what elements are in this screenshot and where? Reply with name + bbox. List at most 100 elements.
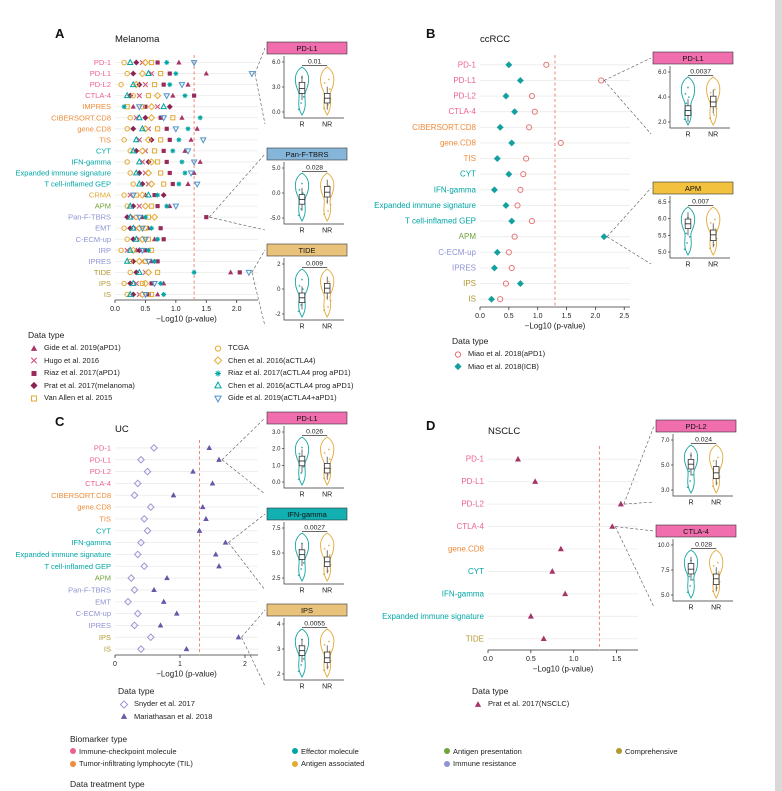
data-type-legend-a: Data type Gide et al. 2019(aPD1) Hugo et …	[28, 330, 354, 404]
inset-CTLA-4: CTLA-4 10.0 7.5 5.0 R NR 0.028	[655, 524, 737, 612]
svg-text:Expanded immune signature: Expanded immune signature	[16, 168, 111, 177]
svg-text:CTLA-4: CTLA-4	[448, 107, 476, 116]
inset-header	[655, 419, 737, 433]
svg-text:0.5: 0.5	[526, 656, 536, 663]
biomarker-type-dot-icon	[70, 760, 76, 767]
svg-text:TIS: TIS	[464, 154, 476, 163]
biomarker-type-entry: Effector molecule	[292, 747, 444, 756]
svg-text:PD-L2: PD-L2	[90, 80, 111, 89]
legend-entry-label: Hugo et al. 2016	[44, 355, 100, 365]
inset-header	[266, 507, 348, 521]
svg-text:IS: IS	[468, 295, 476, 304]
legend-entry-label: Prat et al. 2017(NSCLC)	[488, 699, 570, 709]
svg-text:0.01: 0.01	[308, 59, 321, 66]
svg-text:IPRES: IPRES	[88, 621, 111, 630]
svg-text:CYT: CYT	[460, 170, 476, 179]
svg-text:IPS: IPS	[99, 279, 111, 288]
svg-text:R: R	[299, 122, 304, 129]
svg-text:R: R	[299, 588, 304, 595]
svg-text:APM: APM	[685, 184, 701, 193]
biomarker-type-label: Effector molecule	[301, 746, 359, 756]
inset-TIDE: TIDE 2 0 -2 R NR 0.009	[266, 243, 348, 331]
svg-text:APM: APM	[459, 232, 477, 241]
svg-text:Melanoma: Melanoma	[115, 34, 160, 45]
svg-text:CIBERSORT.CD8: CIBERSORT.CD8	[51, 491, 111, 500]
legend-entry: Snyder et al. 2017	[118, 699, 212, 710]
violin-NR	[320, 268, 335, 318]
violin-R	[294, 172, 310, 222]
panel-C: C UC PD-1 PD-L1 PD-L2 CTLA-4 CIBERSORT.CD8 gene…	[16, 414, 266, 687]
violin-R	[294, 268, 310, 318]
svg-text:0.0: 0.0	[272, 191, 281, 197]
biomarker-type-entry: Comprehensive	[616, 747, 678, 756]
legend-entry: TCGA	[212, 343, 354, 354]
svg-text:CIBERSORT.CD8: CIBERSORT.CD8	[412, 123, 476, 132]
svg-text:NR: NR	[322, 324, 332, 331]
svg-text:2.5: 2.5	[272, 576, 281, 582]
svg-text:7.5: 7.5	[661, 568, 670, 574]
svg-text:2.0: 2.0	[272, 447, 281, 453]
svg-text:PD-L1: PD-L1	[296, 414, 317, 423]
svg-text:0.0027: 0.0027	[304, 525, 325, 532]
svg-text:0.0037: 0.0037	[690, 69, 711, 76]
boxplot-NR	[323, 186, 331, 198]
svg-text:NR: NR	[708, 132, 718, 139]
svg-text:5.0: 5.0	[661, 463, 670, 469]
legend-entries: Miao et al. 2018(aPD1) Miao et al. 2018(I…	[452, 349, 545, 373]
svg-text:CYT: CYT	[96, 146, 111, 155]
legend-entry-label: Mariathasan et al. 2018	[134, 711, 213, 721]
svg-text:Expanded immune signature: Expanded immune signature	[382, 612, 484, 621]
legend-entry-label: Miao et al. 2018(ICB)	[468, 361, 539, 371]
svg-text:6.5: 6.5	[658, 200, 667, 206]
svg-text:B: B	[426, 26, 435, 41]
svg-text:7.5: 7.5	[272, 526, 281, 532]
legend-marker-icon	[215, 370, 221, 377]
legend-entry: Chen et al. 2016(aCTLA4)	[212, 355, 354, 366]
svg-text:NR: NR	[708, 262, 718, 269]
biomarker-type-label: Immune resistance	[453, 759, 517, 768]
legend-marker-icon	[30, 344, 38, 351]
legend-marker-icon	[214, 395, 222, 403]
svg-text:PD-L2: PD-L2	[461, 500, 484, 509]
svg-text:0.028: 0.028	[695, 542, 712, 549]
biomarker-type-entry: Antigen presentation	[444, 747, 616, 756]
svg-text:IFN-gamma: IFN-gamma	[287, 510, 327, 519]
biomarker-type-dot-icon	[292, 760, 298, 767]
svg-text:CRMA: CRMA	[89, 191, 111, 200]
svg-text:6.0: 6.0	[658, 70, 667, 76]
svg-text:EMT: EMT	[95, 224, 111, 233]
biomarker-type-dot-icon	[292, 748, 298, 755]
svg-text:Pan-F-TBRS: Pan-F-TBRS	[68, 213, 111, 222]
svg-text:Pan-F-TBRS: Pan-F-TBRS	[286, 150, 329, 159]
svg-text:PD-L1: PD-L1	[90, 69, 111, 78]
svg-text:Pan-F-TBRS: Pan-F-TBRS	[68, 585, 111, 594]
svg-text:R: R	[299, 228, 304, 235]
svg-text:0.009: 0.009	[306, 261, 323, 268]
svg-text:−Log10 (p-value): −Log10 (p-value)	[533, 665, 594, 674]
svg-text:2: 2	[277, 262, 281, 268]
panel-d-nsclc-plot: D NSCLC PD-1 PD-L1 PD-L2 CTLA-4 gene.CD8 CYT IFN…	[382, 418, 737, 674]
legend-marker-icon	[119, 699, 129, 709]
svg-text:2: 2	[243, 661, 247, 668]
svg-text:R: R	[685, 262, 690, 269]
legend-entry: Chen et al. 2016(aCTLA4 prog aPD1)	[212, 380, 354, 391]
svg-text:IS: IS	[104, 290, 111, 299]
svg-text:CYT: CYT	[96, 526, 111, 535]
boxplot-NR	[709, 95, 717, 108]
inset-header	[655, 524, 737, 538]
svg-text:ccRCC: ccRCC	[480, 34, 510, 45]
svg-text:−Log10 (p-value): −Log10 (p-value)	[156, 670, 217, 679]
inset-header	[652, 181, 734, 195]
legend-title: Data type	[28, 330, 65, 340]
svg-text:PD-L1: PD-L1	[90, 455, 111, 464]
legend-entries: Prat et al. 2017(NSCLC)	[472, 699, 569, 710]
svg-text:5.5: 5.5	[658, 233, 667, 239]
svg-text:gene.CD8: gene.CD8	[448, 545, 485, 554]
legend-marker-icon	[30, 382, 38, 390]
svg-text:2.0: 2.0	[232, 306, 242, 313]
legend-entries: Snyder et al. 2017 Mariathasan et al. 201…	[118, 699, 212, 723]
svg-text:C-ECM-up: C-ECM-up	[76, 235, 111, 244]
legend-marker-icon	[30, 357, 38, 364]
svg-text:T cell-inflamed GEP: T cell-inflamed GEP	[405, 217, 476, 226]
legend-entry-label: Riaz et al. 2017(aCTLA4 prog aPD1)	[228, 368, 351, 378]
